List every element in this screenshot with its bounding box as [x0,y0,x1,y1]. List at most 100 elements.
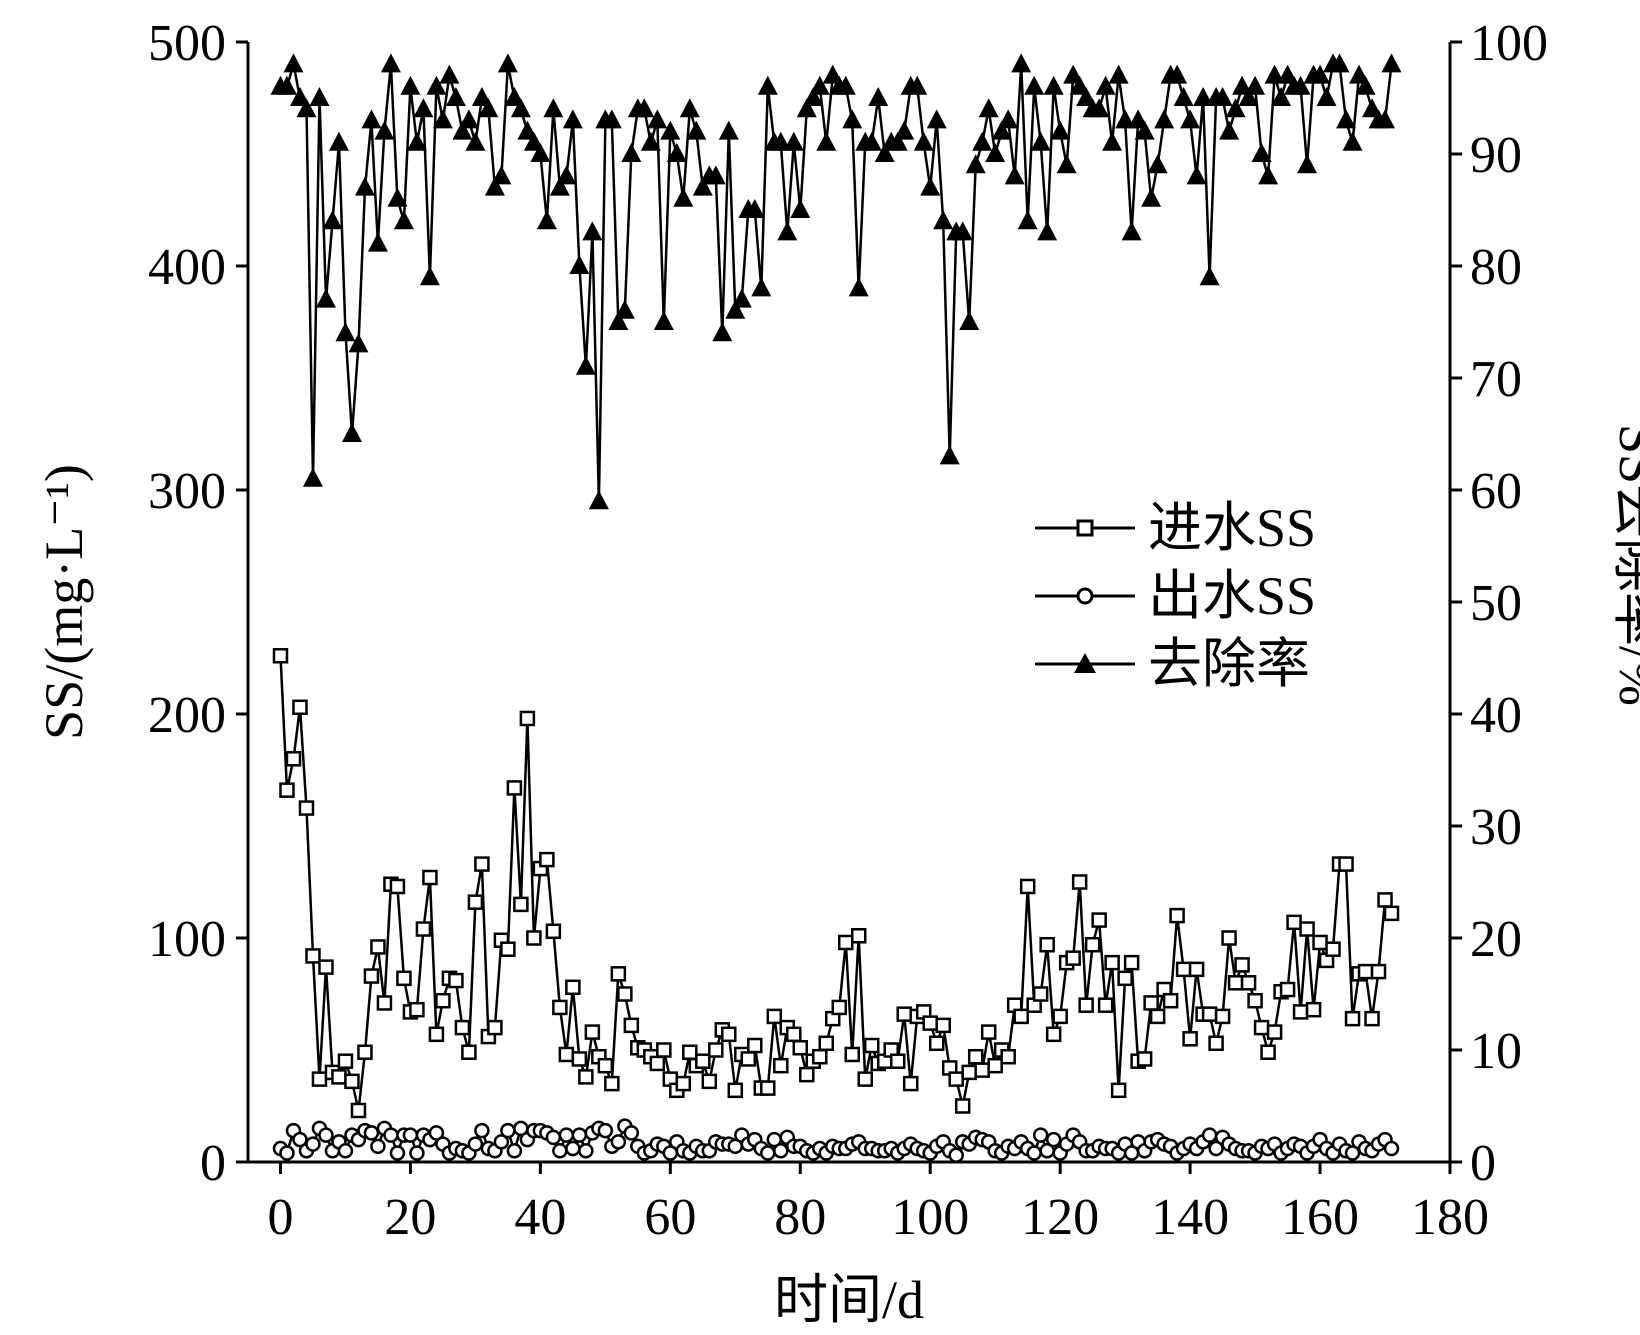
influent-ss-point [558,1046,575,1063]
influent-ss-point [896,1006,912,1022]
influent-ss-point [623,1017,640,1034]
removal-rate-point [1154,109,1175,129]
removal-rate-point [640,131,661,151]
effluent-ss-point [1344,1145,1361,1161]
removal-rate-point [484,176,505,196]
influent-ss-point [1338,856,1354,872]
x-tick-label: 80 [774,1189,826,1246]
influent-ss-point [1078,997,1094,1013]
removal-rate-point [1271,87,1292,106]
removal-rate-point [731,288,752,308]
effluent-ss-point [578,1143,594,1159]
influent-ss-point [1221,930,1237,946]
removal-rate-point [380,53,401,73]
y-tick-label-right: 70 [1470,351,1522,408]
influent-ss-point [610,966,627,982]
removal-rate-point [1355,75,1376,95]
removal-rate-point [445,87,466,106]
influent-ss-point [389,878,406,895]
influent-ss-point [1208,1035,1224,1052]
influent-ss-point [331,1069,347,1085]
removal-rate-point [692,176,713,196]
influent-ss-point [1097,997,1114,1013]
influent-ss-point [1065,950,1081,966]
removal-rate-point [952,221,973,241]
removal-rate-point [647,109,668,129]
y-tick-label-right: 20 [1470,911,1522,968]
y-tick-label-left: 300 [148,463,226,520]
y-tick-label-left: 200 [148,687,226,744]
removal-rate-point [1134,120,1155,140]
influent-ss-point [1312,934,1328,951]
influent-ss-point [285,751,302,767]
legend-label-influent: 进水SS [1148,498,1316,558]
influent-ss-point [448,972,464,989]
influent-ss-point [1123,954,1140,971]
influent-ss-line [279,655,1393,1112]
y-tick-label-right: 90 [1470,127,1522,184]
removal-rate-point [419,266,440,286]
removal-rate-point [998,109,1019,129]
removal-rate-point [1017,210,1038,230]
removal-rate-point [978,98,999,118]
removal-rate-point [666,143,687,162]
removal-rate-point [842,109,863,129]
removal-rate-point [913,131,934,151]
influent-ss-point [1253,1019,1270,1036]
removal-rate-point [770,131,791,151]
influent-ss-point [597,1057,614,1074]
influent-ss-point [1344,1010,1361,1027]
influent-ss-point [1071,874,1088,890]
influent-ss-point [1279,981,1296,998]
removal-rate-point [1193,87,1214,106]
x-tick-label: 60 [644,1189,696,1246]
removal-rate-point [1316,87,1337,106]
influent-ss-point [552,999,568,1016]
influent-ss-point [318,959,334,975]
influent-ss-point [422,869,438,886]
removal-rate-point [1199,266,1220,286]
effluent-ss-point [1032,1127,1049,1143]
removal-rate-point [276,75,297,95]
removal-rate-point [1115,109,1136,129]
effluent-ss-point [773,1143,789,1159]
influent-ss-point [928,1035,945,1052]
removal-rate-point [354,176,375,196]
influent-ss-point [311,1071,328,1087]
effluent-ss-point [467,1136,484,1152]
legend-marker-effluent [1076,587,1094,605]
effluent-ss-point [337,1143,354,1159]
removal-rate-point [1375,109,1396,129]
removal-rate-point [309,87,330,106]
removal-rate-point [751,277,772,297]
influent-ss-point [409,1001,425,1018]
influent-ss-point [565,979,581,996]
influent-ss-point [1162,992,1179,1009]
removal-rate-point [601,109,622,129]
influent-ss-point [967,1048,984,1065]
y-axis-title-left: SS/(mg·L⁻¹) [34,464,94,740]
removal-rate-point [653,311,674,330]
influent-ss-point [675,1075,692,1092]
influent-ss-point [584,1024,601,1040]
removal-rate-point [608,311,629,330]
influent-ss-point [357,1044,373,1060]
removal-rate-point [302,467,323,487]
influent-ss-point [1227,975,1244,991]
removal-rate-point [712,322,733,342]
removal-rate-point [907,75,928,95]
influent-ss-point [1364,1010,1380,1027]
removal-rate-point [1095,75,1116,95]
influent-ss-point [857,1071,873,1087]
effluent-ss-point [292,1131,308,1148]
influent-ss-point [954,1098,971,1114]
influent-ss-point [461,1044,477,1060]
removal-rate-point [679,98,700,118]
removal-rate-point [1310,64,1331,84]
influent-ss-point [1169,907,1185,924]
removal-rate-point [393,210,414,230]
influent-ss-point [1052,1008,1068,1025]
influent-ss-point [279,782,295,798]
removal-rate-point [705,165,726,185]
effluent-ss-point [1383,1140,1400,1157]
